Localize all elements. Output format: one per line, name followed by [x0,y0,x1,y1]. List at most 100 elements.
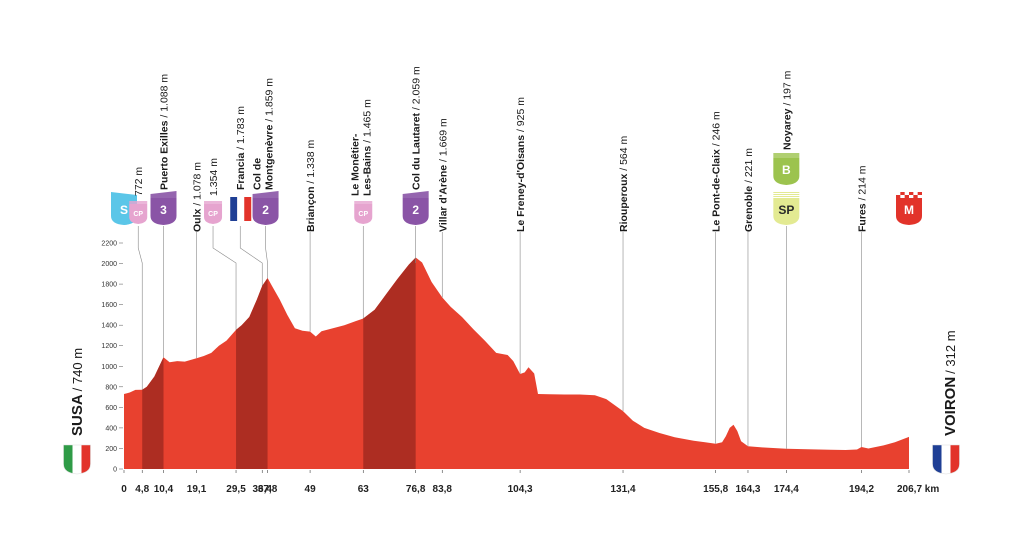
cp-shield [354,204,373,224]
x-tick-label: 83,8 [433,484,453,495]
point-label: Col du Lautaret / 2.059 m [411,66,423,190]
point-altitude: / 1.783 m [235,106,247,153]
point-name: Le Freney-d'Oisans [515,135,527,232]
x-tick-label: 104,3 [508,484,533,495]
badge-shield [150,198,177,225]
y-axis: 0 200 400 600 800 1000 1200 1400 1600 1800 2000 220… [101,241,123,474]
france-flag-outline [932,444,960,475]
point-name: Puerto Exilles [158,120,170,190]
point-name: Le Pont-de-Claix [711,149,723,232]
finish-name: VOIRON [942,377,959,436]
climb-cap [252,191,279,198]
finish-checker [896,195,901,198]
cp-badge: CP [129,201,148,224]
point-label: Col deMontgenèvre / 1.859 m [252,78,276,190]
y-tick-label: 400 [105,425,117,432]
x-axis: 0 4,8 10,4 19,1 29,5 36,437,8 49 63 76,8 83,8 104,… [121,470,939,495]
cp-badge: CP [204,201,223,224]
start-name-label: SUSA / 740 m [69,348,86,436]
france-flag-stripe [950,445,960,474]
badge-label: M [904,203,914,217]
point-name: Col de [252,158,264,190]
point-name-line2: Montgenèvre [264,124,276,190]
finish-checker [909,192,914,195]
point-altitude: / 1.088 m [158,74,170,121]
sprint-cap-line [773,192,800,193]
italy-flag-stripe [63,445,73,474]
point-name: Grenoble [743,186,755,232]
point-name: Col du Lautaret [411,112,423,190]
finish-checker [917,192,922,195]
point-label: Le Freney-d'Oisans / 925 m [515,97,527,232]
point-label: Noyarey / 197 m [781,70,793,150]
x-tick-label: 174,4 [774,484,799,495]
cp-badge-label: CP [208,211,218,218]
badge-shield [252,198,279,225]
start-altitude: / 740 m [70,348,85,391]
badge-shield [896,198,922,225]
border-france-flag [230,197,252,221]
point-altitude: / 221 m [743,148,755,186]
x-tick-label: 36,4 [253,484,273,495]
cp-cap [204,201,223,204]
point-name-line2: Les-Bains [361,146,373,196]
sprint-cap-line [773,194,800,195]
italy-flag-stripe [72,445,82,474]
point-label: Puerto Exilles / 1.088 m [158,74,170,190]
finish-checker [913,195,918,198]
flag-red [244,197,252,221]
cat3-badge: 3 [150,191,177,225]
point-name: Riouperoux [618,174,630,232]
cp-shield [129,204,148,224]
france-flag [932,444,960,475]
point-name: Briançon [305,186,317,232]
sprint-badge: SP B [773,153,800,225]
y-tick-label: 2200 [101,241,117,248]
y-tick-label: 600 [105,405,117,412]
climb-section [142,357,164,469]
point-altitude: / 1.669 m [437,118,449,165]
badge-shield [773,198,800,225]
point-altitude: / 1.338 m [305,140,317,187]
climb-cap [150,191,177,198]
point-altitude: / 246 m [711,111,723,149]
y-tick-label: 1000 [101,364,117,371]
italy-flag [63,444,91,475]
finish-badge: M [896,192,922,225]
point-altitude: 1.354 m [208,158,220,196]
flag-white [237,197,245,221]
cp-shield [204,204,223,224]
point-label: Villar d'Arène / 1.669 m [437,118,449,232]
badge-label: 3 [160,203,167,217]
start-label: SUSA / 740 m [69,348,86,436]
italy-flag-stripes [63,445,91,474]
badge-shield [402,198,429,225]
point-altitude: / 1.859 m [264,78,276,125]
leader-line [239,226,263,286]
point-label: Fures / 214 m [857,165,869,232]
finish-name-label: VOIRON / 312 m [942,330,959,436]
y-tick-label: 800 [105,384,117,391]
y-tick-label: 0 [113,467,117,474]
bonus-badge-cap [773,153,800,158]
point-altitude: / 1.465 m [361,99,373,146]
y-tick-label: 1800 [101,282,117,289]
climb-section [363,257,416,469]
finish-checker [900,192,905,195]
leader-line [137,226,143,390]
cp-badge-label: CP [133,211,143,218]
point-label: Le Pont-de-Claix / 246 m [711,111,723,232]
flag-blue [230,197,238,221]
leader-line [212,226,237,330]
profile-area [124,257,909,469]
point-altitude: / 1.078 m [192,162,204,209]
x-tick-label: 131,4 [611,484,636,495]
start-name: SUSA [69,394,86,436]
x-tick-label: 4,8 [135,484,149,495]
x-tick-label: 194,2 [849,484,874,495]
point-altitude: / 564 m [618,135,630,173]
finish-altitude: / 312 m [943,330,958,373]
italy-flag-stripe [81,445,91,474]
point-altitude: / 214 m [857,165,869,203]
